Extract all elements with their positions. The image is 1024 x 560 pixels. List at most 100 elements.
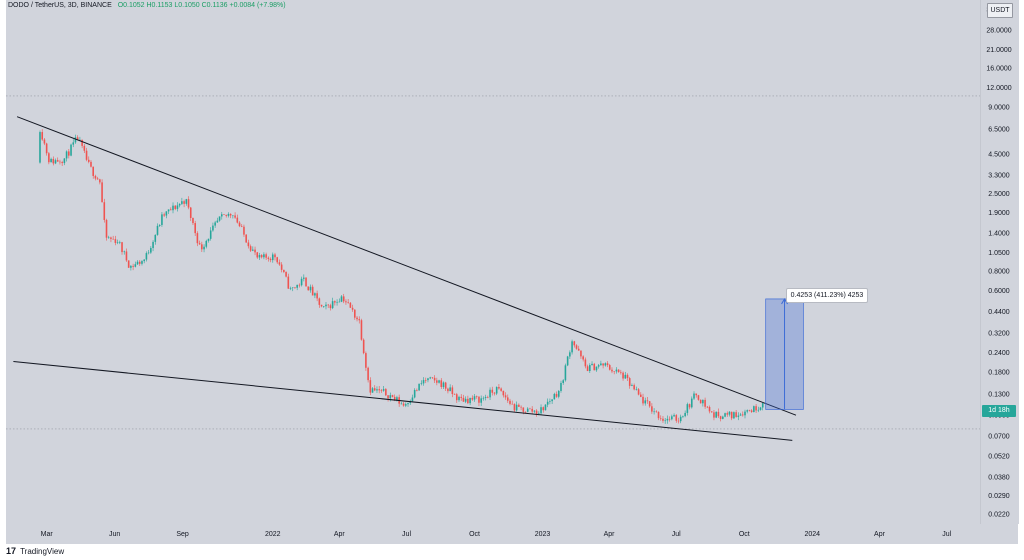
y-tick-label: 0.0220 — [988, 512, 1010, 519]
candle-body — [416, 389, 418, 391]
x-tick-label: Jul — [942, 531, 951, 538]
y-tick-label: 0.0290 — [988, 493, 1010, 500]
candle-body — [99, 179, 101, 183]
candle-body — [43, 139, 46, 144]
candle-body — [735, 412, 737, 417]
candle-body — [628, 378, 631, 386]
candle-body — [402, 403, 405, 406]
candle-body — [232, 215, 234, 217]
candle-body — [298, 284, 301, 286]
candle-body — [362, 339, 365, 354]
candle-body — [682, 416, 684, 417]
candle-body — [90, 161, 92, 167]
candle-body — [103, 202, 106, 220]
y-tick-label: 0.3200 — [988, 330, 1010, 337]
candle-body — [92, 166, 95, 176]
candle-body — [586, 366, 589, 372]
candle-body — [391, 395, 394, 397]
candle-body — [741, 414, 744, 416]
candle-body — [238, 222, 241, 227]
candle-body — [611, 369, 613, 372]
candle-body — [70, 144, 72, 156]
candle-body — [185, 199, 188, 204]
candle-body — [744, 411, 746, 416]
candle-body — [462, 397, 465, 402]
candle-body — [145, 253, 148, 260]
candle-body — [48, 153, 50, 163]
y-tick-label: 12.0000 — [986, 85, 1011, 92]
candle-body — [438, 380, 440, 383]
candle-body — [538, 413, 540, 414]
candle-body — [96, 178, 99, 180]
candle-body — [167, 209, 170, 212]
candle-body — [83, 145, 86, 151]
candle-body — [557, 390, 560, 397]
candle-body — [181, 201, 183, 204]
y-tick-label: 0.0380 — [988, 475, 1010, 482]
candle-body — [455, 394, 458, 401]
candle-body — [327, 304, 330, 306]
symbol-title[interactable]: DODO / TetherUS, 3D, BINANCE — [8, 2, 112, 9]
candle-body — [320, 304, 323, 307]
candle-body — [447, 388, 449, 392]
candle-body — [105, 219, 108, 238]
candle-body — [121, 242, 123, 253]
y-tick-label: 0.4400 — [988, 309, 1010, 316]
x-tick-label: Jul — [402, 531, 411, 538]
candle-body — [63, 158, 66, 164]
y-tick-label: 3.3000 — [988, 172, 1010, 179]
candle-body — [223, 214, 225, 215]
candle-body — [165, 211, 168, 216]
candle-body — [761, 403, 764, 408]
candle-body — [491, 389, 494, 393]
candle-body — [254, 249, 256, 253]
candle-body — [280, 264, 283, 270]
currency-button[interactable]: USDT — [987, 3, 1013, 18]
candle-body — [54, 160, 57, 164]
y-tick-label: 0.8000 — [988, 268, 1010, 275]
candle-body — [220, 214, 223, 217]
plot-area[interactable] — [6, 0, 980, 524]
candle-body — [207, 238, 210, 241]
candle-body — [424, 380, 427, 381]
candle-body — [347, 302, 349, 303]
candle-body — [318, 298, 321, 305]
candle-body — [699, 399, 702, 404]
bar-countdown-badge: 1d 18h — [982, 405, 1016, 417]
candle-body — [194, 223, 196, 234]
candle-body — [529, 408, 531, 410]
price-axis[interactable] — [980, 0, 1019, 524]
candle-body — [613, 371, 615, 372]
candle-body — [429, 377, 431, 379]
candle-body — [469, 397, 471, 404]
candle-body — [502, 390, 505, 396]
candle-body — [387, 395, 389, 399]
candle-body — [163, 214, 165, 216]
candle-body — [189, 207, 192, 218]
candle-body — [755, 406, 757, 411]
candle-body — [192, 217, 194, 224]
candle-body — [722, 416, 724, 419]
candle-body — [726, 413, 729, 415]
candle-body — [371, 388, 374, 393]
y-tick-label: 28.0000 — [986, 28, 1011, 35]
candle-body — [509, 400, 511, 404]
candle-body — [393, 396, 396, 400]
candle-body — [666, 418, 669, 421]
candle-body — [560, 382, 562, 391]
candle-body — [662, 418, 664, 421]
candle-body — [234, 215, 236, 218]
x-tick-label: Jun — [109, 531, 120, 538]
candle-body — [473, 396, 476, 400]
candle-body — [203, 246, 205, 250]
candle-body — [276, 257, 279, 263]
candle-body — [746, 410, 749, 412]
candle-body — [278, 262, 281, 265]
candle-body — [385, 389, 387, 396]
x-tick-label: 2024 — [804, 531, 820, 538]
time-axis[interactable] — [6, 524, 1018, 544]
candle-body — [174, 205, 177, 209]
candle-body — [134, 264, 137, 267]
